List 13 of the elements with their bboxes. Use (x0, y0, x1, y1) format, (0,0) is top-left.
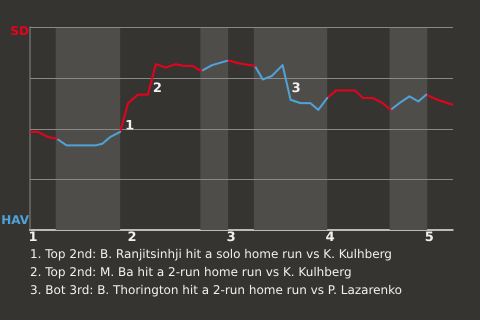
text: 2. Top 2nd: M. Ba hit a 2-run home run vs K. Kulhberg (30, 264, 353, 281)
x-tick-label: 4 (326, 230, 335, 246)
annotation: 1 (125, 118, 134, 134)
x-tick-label: 1 (28, 230, 38, 246)
x-tick-label: 2 (128, 230, 137, 246)
x-tick-label: 3 (226, 230, 236, 246)
x-tick-label: 5 (424, 230, 434, 246)
annotation: 3 (292, 81, 301, 96)
annotation: 2 (152, 81, 162, 96)
text: 3. Bot 3rd: B. Thorington hit a 2-run home run vs P. Lazarenko (30, 282, 402, 299)
text: SD (10, 24, 30, 38)
text: 1. Top 2nd: B. Ranjitsinhji hit a solo home run vs K. Kulhberg (30, 246, 393, 263)
text: HAV (1, 213, 30, 228)
